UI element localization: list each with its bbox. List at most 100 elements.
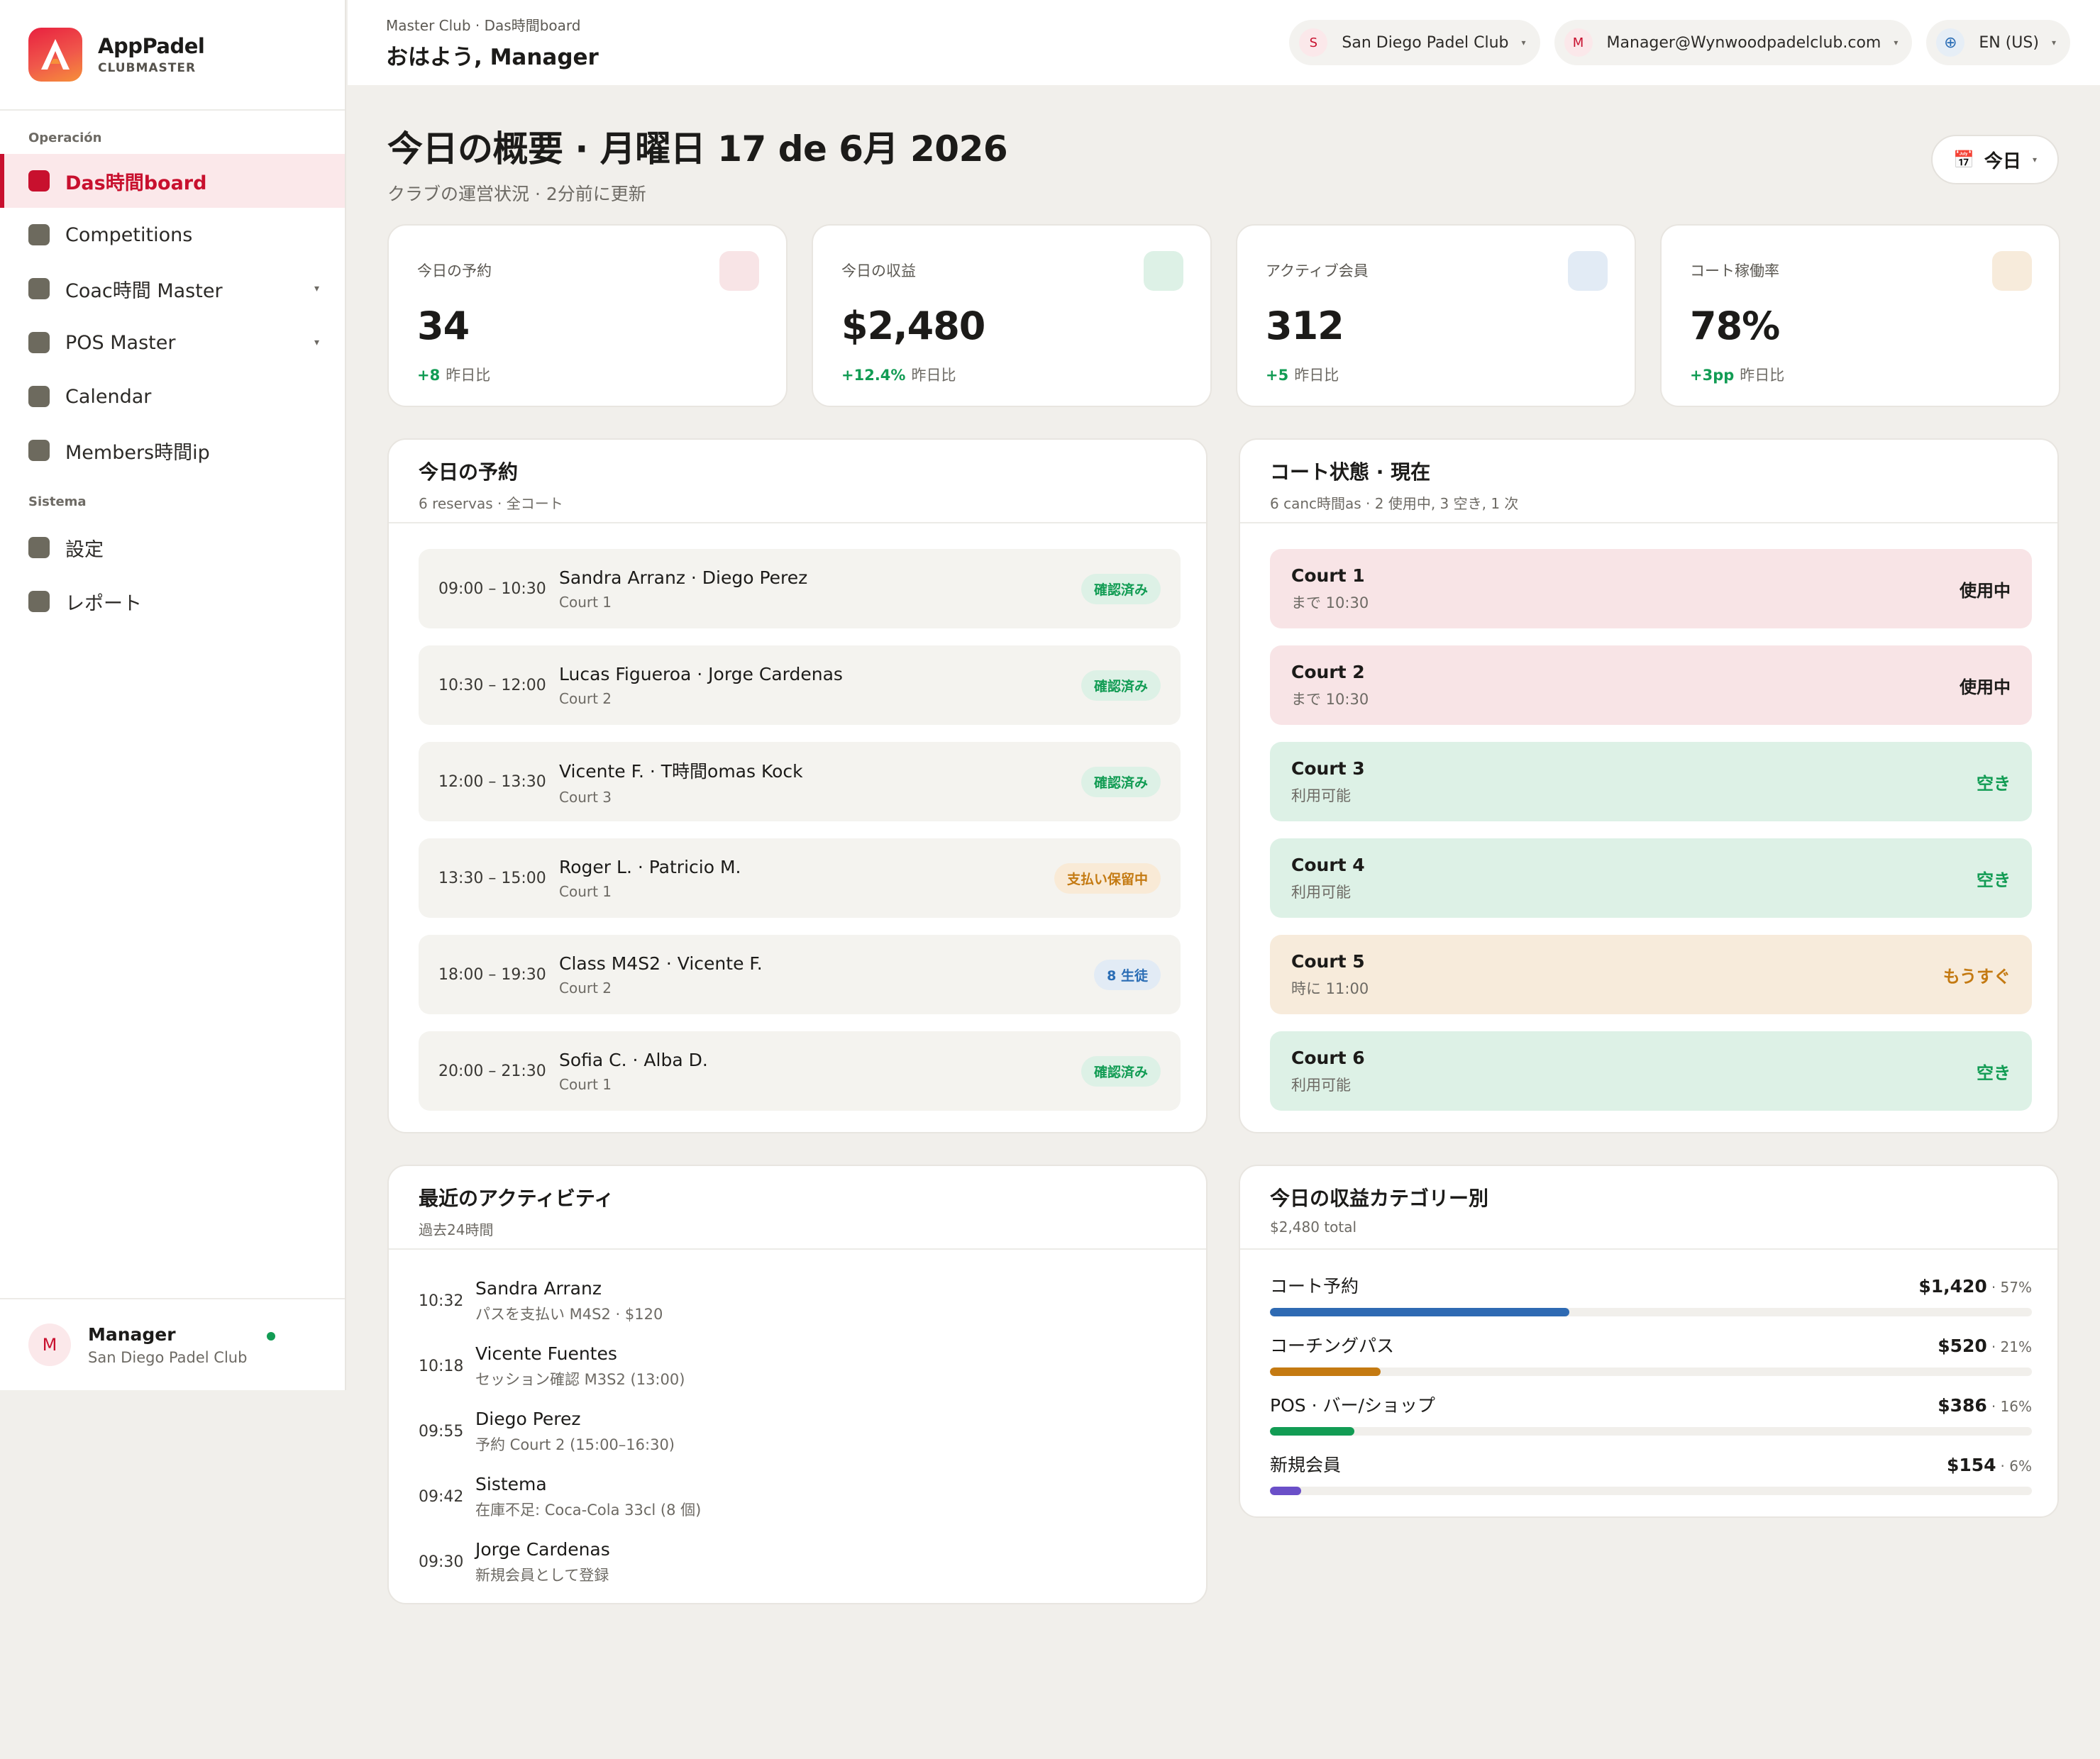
kpi-delta-suffix: 昨日比 bbox=[1294, 367, 1339, 384]
dashboard-icon bbox=[28, 170, 50, 192]
activity-time: 09:55 bbox=[419, 1423, 464, 1441]
chevron-down-icon: ▾ bbox=[1894, 38, 1899, 48]
court-status: 使用中 bbox=[1960, 580, 2011, 601]
current-user[interactable]: M Manager San Diego Padel Club bbox=[0, 1298, 345, 1390]
chevron-down-icon: ▾ bbox=[314, 283, 319, 294]
members-icon bbox=[1568, 251, 1608, 291]
revenue-label: コート予約 bbox=[1270, 1276, 1359, 1297]
language-selector[interactable]: ⊕ EN (US) ▾ bbox=[1926, 20, 2070, 65]
status-badge: 確認済み bbox=[1081, 766, 1161, 797]
competitions-icon bbox=[28, 224, 50, 245]
revenue-percent: · 16% bbox=[1991, 1398, 2032, 1415]
booking-row[interactable]: 13:30 – 15:00 Roger L. · Patricio M. Cou… bbox=[419, 838, 1181, 918]
activity-time: 09:30 bbox=[419, 1553, 464, 1571]
user-selector[interactable]: M Manager@Wynwoodpadelclub.com ▾ bbox=[1554, 20, 1913, 65]
kpi-value: 78% bbox=[1690, 304, 1780, 348]
sidebar-item-pos-master[interactable]: POS Master ▾ bbox=[0, 316, 345, 370]
sidebar-item-settings[interactable]: 設定 bbox=[0, 521, 345, 575]
court-name: Court 1 bbox=[1291, 565, 1365, 586]
activity-item[interactable]: 09:55 Diego Perez 予約 Court 2 (15:00–16:3… bbox=[419, 1409, 1181, 1455]
court-detail: 利用可能 bbox=[1291, 787, 1351, 804]
utilization-icon bbox=[1992, 251, 2032, 291]
settings-icon bbox=[28, 537, 50, 558]
court-row[interactable]: Court 4 利用可能 空き bbox=[1270, 838, 2032, 918]
revenue-icon bbox=[1144, 251, 1183, 291]
revenue-breakdown-card: 今日の収益カテゴリー別 $2,480 total コート予約 $1,420 · … bbox=[1239, 1165, 2059, 1518]
booking-players: Vicente F. · T時間omas Kock bbox=[559, 761, 803, 782]
revenue-percent: · 6% bbox=[2000, 1458, 2032, 1475]
status-badge: 確認済み bbox=[1081, 1055, 1161, 1087]
kpi-value: 312 bbox=[1266, 304, 1344, 348]
status-badge: 確認済み bbox=[1081, 573, 1161, 604]
booking-time: 20:00 – 21:30 bbox=[438, 1062, 546, 1080]
activity-item[interactable]: 10:18 Vicente Fuentes セッション確認 M3S2 (13:0… bbox=[419, 1343, 1181, 1389]
chevron-down-icon: ▾ bbox=[2051, 38, 2056, 48]
revenue-amount: $520 bbox=[1938, 1336, 1987, 1356]
user-avatar: M bbox=[1564, 28, 1593, 57]
sidebar-item-competitions[interactable]: Competitions bbox=[0, 208, 345, 262]
activity-item[interactable]: 09:42 Sistema 在庫不足: Coca-Cola 33cl (8 個) bbox=[419, 1474, 1181, 1520]
card-subtitle: 過去24時間 bbox=[419, 1221, 494, 1238]
court-row[interactable]: Court 2 まで 10:30 使用中 bbox=[1270, 645, 2032, 725]
bookings-icon bbox=[719, 251, 759, 291]
court-name: Court 6 bbox=[1291, 1047, 1365, 1068]
sidebar-item-label: Members時間ip bbox=[65, 441, 210, 464]
revenue-bar-fill bbox=[1270, 1308, 1570, 1316]
booking-row[interactable]: 10:30 – 12:00 Lucas Figueroa · Jorge Car… bbox=[419, 645, 1181, 725]
activity-description: 新規会員として登録 bbox=[475, 1567, 609, 1584]
court-status: 空き bbox=[1977, 870, 2011, 890]
sidebar-item-coach-master[interactable]: Coac時間 Master ▾ bbox=[0, 262, 345, 316]
activity-actor: Jorge Cardenas bbox=[475, 1539, 610, 1560]
membership-icon bbox=[28, 440, 50, 461]
brand[interactable]: AppPadel CLUBMASTER bbox=[0, 0, 345, 111]
sidebar-item-dashboard[interactable]: Das時間board bbox=[0, 154, 345, 208]
kpi-delta: +3pp bbox=[1690, 367, 1735, 384]
activity-time: 09:42 bbox=[419, 1488, 464, 1506]
booking-row[interactable]: 09:00 – 10:30 Sandra Arranz · Diego Pere… bbox=[419, 549, 1181, 628]
booking-court: Court 3 bbox=[559, 789, 612, 806]
activity-description: セッション確認 M3S2 (13:00) bbox=[475, 1371, 685, 1388]
court-detail: 時に 11:00 bbox=[1291, 980, 1369, 997]
activity-description: 在庫不足: Coca-Cola 33cl (8 個) bbox=[475, 1502, 702, 1519]
activity-description: 予約 Court 2 (15:00–16:30) bbox=[475, 1436, 675, 1453]
booking-time: 12:00 – 13:30 bbox=[438, 772, 546, 791]
club-selector[interactable]: S San Diego Padel Club ▾ bbox=[1289, 20, 1540, 65]
sidebar-item-label: 設定 bbox=[65, 538, 104, 561]
sidebar-item-calendar[interactable]: Calendar bbox=[0, 370, 345, 423]
kpi-value: 34 bbox=[417, 304, 470, 348]
booking-row[interactable]: 20:00 – 21:30 Sofia C. · Alba D. Court 1… bbox=[419, 1031, 1181, 1111]
club-avatar: S bbox=[1299, 28, 1328, 57]
court-row[interactable]: Court 5 時に 11:00 もうすぐ bbox=[1270, 935, 2032, 1014]
kpi-delta: +12.4% bbox=[841, 367, 906, 384]
court-detail: 利用可能 bbox=[1291, 1076, 1351, 1094]
user-selector-label: Manager@Wynwoodpadelclub.com bbox=[1606, 33, 1881, 52]
date-range-label: 今日 bbox=[1984, 150, 2021, 172]
booking-row[interactable]: 12:00 – 13:30 Vicente F. · T時間omas Kock … bbox=[419, 742, 1181, 821]
court-row[interactable]: Court 6 利用可能 空き bbox=[1270, 1031, 2032, 1111]
date-range-button[interactable]: 📅 今日 ▾ bbox=[1931, 135, 2059, 184]
app-subtitle: CLUBMASTER bbox=[98, 61, 197, 75]
club-selector-label: San Diego Padel Club bbox=[1342, 33, 1509, 52]
activity-item[interactable]: 09:30 Jorge Cardenas 新規会員として登録 bbox=[419, 1539, 1181, 1585]
sidebar-item-reports[interactable]: レポート bbox=[0, 575, 345, 628]
sidebar-item-membership[interactable]: Members時間ip bbox=[0, 423, 345, 477]
status-badge: 支払い保留中 bbox=[1054, 862, 1161, 894]
revenue-bar-fill bbox=[1270, 1367, 1381, 1376]
activity-item[interactable]: 10:32 Sandra Arranz パスを支払い M4S2 · $120 bbox=[419, 1278, 1181, 1324]
app-name: AppPadel bbox=[98, 34, 205, 58]
revenue-amount: $386 bbox=[1938, 1395, 1987, 1416]
booking-court: Court 1 bbox=[559, 593, 612, 611]
court-row[interactable]: Court 1 まで 10:30 使用中 bbox=[1270, 549, 2032, 628]
sidebar-item-label: Competitions bbox=[65, 223, 193, 246]
court-detail: 利用可能 bbox=[1291, 883, 1351, 901]
booking-players: Sofia C. · Alba D. bbox=[559, 1049, 708, 1070]
booking-row[interactable]: 18:00 – 19:30 Class M4S2 · Vicente F. Co… bbox=[419, 935, 1181, 1014]
booking-court: Court 1 bbox=[559, 1075, 612, 1093]
page-subtitle: クラブの運営状況 · 2分前に更新 bbox=[387, 184, 646, 204]
booking-time: 10:30 – 12:00 bbox=[438, 676, 546, 694]
calendar-icon bbox=[28, 386, 50, 407]
activity-time: 10:32 bbox=[419, 1292, 464, 1310]
nav-section-system: Sistema bbox=[28, 494, 87, 509]
court-row[interactable]: Court 3 利用可能 空き bbox=[1270, 742, 2032, 821]
revenue-bar-track bbox=[1270, 1308, 2032, 1316]
